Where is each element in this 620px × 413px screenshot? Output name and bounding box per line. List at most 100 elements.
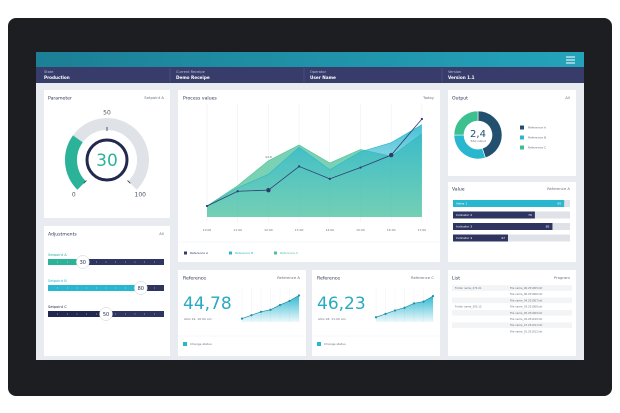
legend-swatch — [520, 145, 524, 150]
slider-label: Setpoint C — [48, 305, 67, 309]
dropdown[interactable]: Reference A — [547, 186, 570, 191]
kpi-date: AUG 19, 10:00 am — [184, 317, 212, 321]
checkbox-label: Change status — [190, 342, 212, 346]
donut-segment — [453, 110, 479, 136]
legend-label: Reference A — [528, 126, 547, 130]
slider-fill — [48, 259, 83, 265]
panel-title: Reference — [317, 276, 340, 282]
legend-label: Reference B — [235, 251, 253, 255]
slider-knob[interactable] — [99, 307, 113, 321]
header-label: Version — [448, 70, 461, 74]
bar-label: Indicator 3 — [456, 225, 472, 229]
point — [328, 177, 331, 180]
slider-knob[interactable] — [134, 281, 148, 295]
gauge-tick — [127, 180, 131, 184]
dropdown[interactable]: Setpoint A — [144, 95, 164, 100]
gauge-value — [65, 135, 87, 190]
legend-swatch — [184, 251, 187, 255]
file-name: File name_03.251008.txt — [510, 305, 542, 309]
slider-knob[interactable] — [76, 255, 90, 269]
point — [431, 295, 435, 298]
point — [236, 190, 239, 193]
checkbox[interactable] — [317, 342, 321, 346]
point — [288, 299, 291, 303]
slider-value: 80 — [138, 286, 144, 292]
kpi-value: 44,78 — [183, 294, 232, 314]
panel-title: Adjustments — [48, 232, 77, 238]
point — [422, 300, 425, 303]
list-row[interactable] — [452, 297, 572, 304]
header-value: Demo Receipe — [176, 75, 210, 80]
header-label: State — [44, 70, 54, 74]
file-name: File name_04.251007.txt — [510, 298, 542, 302]
file-name: File name_06.251006.txt — [510, 292, 542, 296]
folder-name: Folder name_274.01 — [455, 286, 482, 290]
dropdown[interactable]: All — [565, 95, 570, 100]
point — [278, 303, 282, 307]
annotation: 44,8 — [265, 155, 272, 159]
file-name: File name_07.251011.txt — [510, 323, 542, 327]
panel-title: Value — [452, 187, 465, 193]
bar-value: 95 — [557, 202, 561, 206]
dropdown[interactable]: Reference A — [277, 275, 300, 280]
point — [205, 204, 209, 208]
bar-label: Value 1 — [456, 202, 467, 206]
panel-title: Parameter — [48, 96, 72, 102]
legend-swatch — [520, 135, 524, 140]
bar-value: 85 — [546, 225, 550, 229]
slider-value: 50 — [103, 312, 109, 318]
dropdown[interactable]: Program — [554, 275, 570, 280]
gauge-label: 50 — [103, 110, 111, 117]
kpi-date: AUG 18, 11:00 am — [318, 317, 346, 321]
list-row[interactable] — [452, 310, 572, 316]
point — [412, 302, 416, 305]
legend-label: Reference C — [280, 251, 298, 255]
legend-swatch — [520, 125, 524, 130]
panel-title: List — [452, 276, 460, 282]
dropdown[interactable]: All — [159, 231, 164, 236]
x-tick-label: 14:00 — [325, 228, 334, 232]
top-bar — [36, 52, 584, 67]
legend-label: Reference C — [528, 146, 546, 150]
list-row[interactable] — [452, 322, 572, 328]
info-bar — [36, 67, 584, 83]
panel-title: Reference — [183, 276, 206, 282]
panel-title: Process values — [183, 96, 217, 102]
point — [297, 294, 301, 297]
point — [259, 310, 263, 313]
gauge-hub — [85, 138, 129, 182]
bar-track — [453, 234, 570, 242]
legend-swatch — [274, 251, 277, 255]
dropdown[interactable]: Reference C — [411, 275, 434, 280]
checkbox-label: Change status — [324, 342, 346, 346]
file-name: File name_05.251009.txt — [510, 311, 542, 315]
x-tick-label: 13:00 — [295, 228, 304, 232]
point — [374, 316, 378, 319]
slider-value: 30 — [80, 260, 86, 266]
legend-label: Reference A — [190, 251, 209, 255]
x-tick-label: 12:00 — [264, 228, 273, 232]
slider-fill — [48, 285, 141, 291]
file-name: File name_02.251010.txt — [510, 317, 542, 321]
header-label: Operator — [310, 70, 327, 74]
point — [403, 306, 406, 309]
dropdown[interactable]: Today — [422, 95, 435, 100]
area-line — [206, 124, 423, 207]
line — [206, 118, 423, 207]
gauge-label: 0 — [72, 192, 76, 199]
gauge-tick — [83, 180, 87, 184]
slider-label: Setpoint B — [48, 279, 67, 283]
point — [389, 152, 394, 158]
bar — [453, 223, 553, 230]
checkbox[interactable] — [183, 342, 187, 346]
area-fill — [207, 124, 422, 217]
slider-label: Setpoint A — [48, 253, 67, 257]
legend-swatch — [229, 251, 232, 255]
point — [420, 117, 423, 121]
x-tick-label: 17:00 — [418, 228, 427, 232]
file-name: File name_06.251005.txt — [510, 286, 542, 290]
point — [393, 309, 397, 312]
list-row[interactable] — [452, 285, 572, 291]
menu-icon[interactable] — [566, 56, 575, 64]
